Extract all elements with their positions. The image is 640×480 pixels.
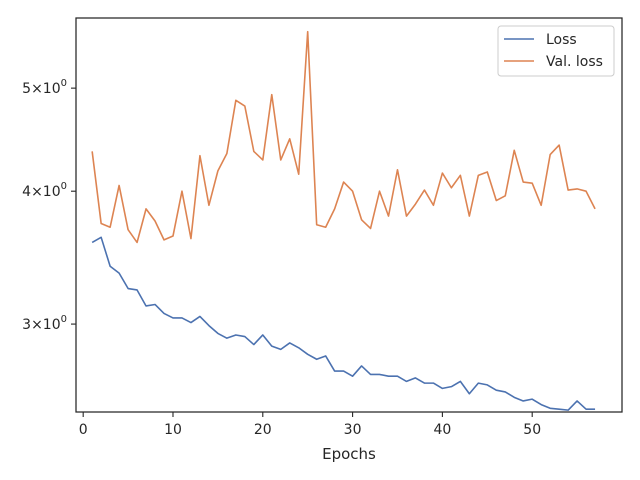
y-tick-label: 3×100 xyxy=(22,314,67,333)
series-line-val-loss xyxy=(91,30,596,244)
y-axis: 3×100 4×100 5×100 xyxy=(22,78,76,333)
x-tick-label: 20 xyxy=(254,422,272,438)
legend-label-val-loss: Val. loss xyxy=(546,54,603,70)
x-tick-label: 30 xyxy=(344,422,362,438)
x-axis-label: Epochs xyxy=(322,445,376,463)
x-axis: 0 10 20 30 40 50 xyxy=(79,412,541,438)
x-tick-label: 40 xyxy=(433,422,451,438)
x-tick-label: 0 xyxy=(79,422,88,438)
x-tick-label: 10 xyxy=(164,422,182,438)
series-layer xyxy=(91,30,596,411)
x-tick-label: 50 xyxy=(523,422,541,438)
y-tick-label: 4×100 xyxy=(22,181,67,200)
y-tick-label: 5×100 xyxy=(22,78,67,97)
axes-frame xyxy=(75,17,623,413)
series-line-loss xyxy=(91,236,596,411)
legend-label-loss: Loss xyxy=(546,32,577,48)
legend: Loss Val. loss xyxy=(497,25,615,77)
